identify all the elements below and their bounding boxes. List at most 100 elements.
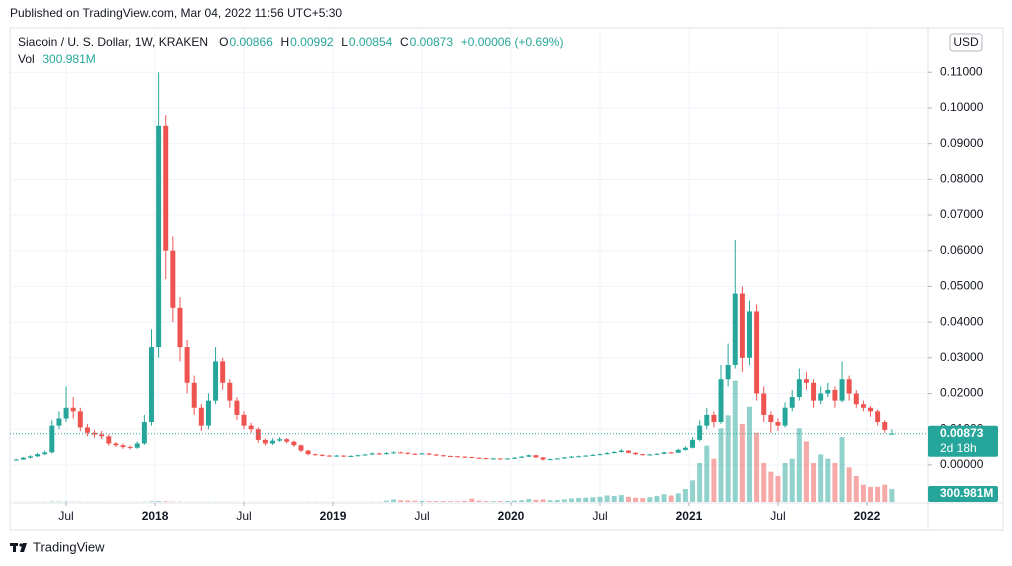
candle-body — [412, 453, 418, 455]
candle-body — [49, 425, 55, 453]
currency-badge[interactable] — [949, 33, 983, 52]
candle-body — [875, 411, 881, 423]
candle-body — [447, 455, 453, 457]
candle-body — [27, 456, 33, 458]
volume-bar — [476, 500, 482, 502]
candle-body — [213, 361, 219, 401]
countdown-label: 2d 18h — [940, 441, 977, 455]
candle-body — [77, 411, 83, 428]
volume-bar — [732, 380, 738, 502]
volume-bar — [561, 499, 567, 502]
volume-bar — [832, 463, 838, 502]
candle-body — [134, 443, 140, 448]
volume-bar — [690, 480, 696, 502]
candle-body — [661, 452, 667, 454]
y-tick-label: 0.07000 — [940, 207, 984, 221]
brand-name: TradingView — [33, 539, 105, 554]
candle-body — [433, 454, 439, 456]
volume-bar — [469, 498, 475, 502]
volume-bar — [426, 501, 432, 502]
candle-body — [682, 447, 688, 450]
candle-body — [170, 250, 176, 308]
volume-bar — [697, 463, 703, 502]
candle-body — [789, 397, 795, 408]
ohlc-value: 0.00873 — [409, 35, 454, 49]
candle-body — [113, 443, 119, 446]
volume-bar — [391, 499, 397, 502]
candle-body — [675, 449, 681, 453]
legend: Siacoin / U. S. Dollar, 1W, KRAKEN O 0.00… — [18, 34, 564, 68]
change-value: +0.00006 (+0.69%) — [460, 35, 564, 49]
volume-bar — [440, 501, 446, 502]
legend-row: Vol 300.981M — [18, 51, 564, 68]
candle-body — [504, 458, 510, 460]
volume-bar — [576, 498, 582, 502]
volume-bar — [49, 501, 55, 502]
candle-body — [796, 379, 802, 398]
x-tick-label: Jul — [414, 509, 429, 523]
ohlc-key: O — [219, 35, 229, 49]
candle-body — [106, 436, 112, 444]
candle-body — [305, 450, 311, 455]
candle-body — [120, 445, 126, 448]
volume-bar — [590, 497, 596, 502]
volume-bar — [462, 500, 468, 502]
volume-bar — [625, 496, 631, 502]
candle-body — [576, 456, 582, 458]
volume-bar — [789, 458, 795, 502]
volume-bar — [682, 489, 688, 502]
candle-body — [512, 457, 518, 459]
volume-bar — [803, 441, 809, 502]
volume-bar — [746, 406, 752, 502]
volume-bar — [860, 484, 866, 502]
candle-body — [426, 453, 432, 455]
candle-body — [739, 293, 745, 358]
candle-body — [711, 414, 717, 423]
symbol-title: Siacoin / U. S. Dollar, 1W, KRAKEN — [18, 35, 209, 49]
x-tick-label: 2018 — [142, 509, 169, 523]
candle-body — [860, 404, 866, 408]
y-tick-label: 0.00000 — [940, 457, 984, 471]
candle-body — [868, 407, 874, 412]
candle-body — [704, 414, 710, 426]
volume-bar — [447, 501, 453, 502]
x-tick-label: Jul — [770, 509, 785, 523]
candle-body — [490, 458, 496, 460]
candle-body — [184, 347, 190, 383]
candle-body — [20, 457, 26, 460]
candle-layer — [13, 72, 895, 461]
volume-bar — [668, 495, 674, 502]
candle-body — [220, 361, 226, 383]
candle-body — [341, 455, 347, 457]
candle-body — [832, 389, 838, 401]
candle-body — [191, 382, 197, 408]
volume-bar — [775, 476, 781, 502]
candle-body — [647, 454, 653, 456]
volume-bar — [412, 500, 418, 502]
candle-body — [56, 418, 62, 426]
y-tick-label: 0.03000 — [940, 350, 984, 364]
candle-body — [141, 422, 147, 444]
candle-body — [362, 454, 368, 456]
candle-body — [690, 439, 696, 448]
candle-body — [127, 447, 133, 449]
volume-bar — [633, 497, 639, 502]
candle-body — [405, 452, 411, 454]
candle-body — [156, 125, 162, 348]
volume-bar — [761, 463, 767, 502]
candle-body — [839, 379, 845, 401]
candle-body — [84, 427, 90, 433]
currency-label: USD — [953, 35, 979, 49]
candle-body — [319, 454, 325, 456]
candle-body — [754, 311, 760, 394]
volume-bar — [483, 501, 489, 502]
x-tick-label: 2019 — [320, 509, 347, 523]
volume-bar — [889, 488, 895, 502]
candle-body — [348, 455, 354, 457]
candle-body — [248, 425, 254, 430]
candle-body — [35, 454, 41, 457]
x-tick-label: 2021 — [676, 509, 703, 523]
candle-body — [697, 425, 703, 440]
candle-body — [519, 456, 525, 458]
last-price-label: 0.00873 — [940, 426, 984, 440]
